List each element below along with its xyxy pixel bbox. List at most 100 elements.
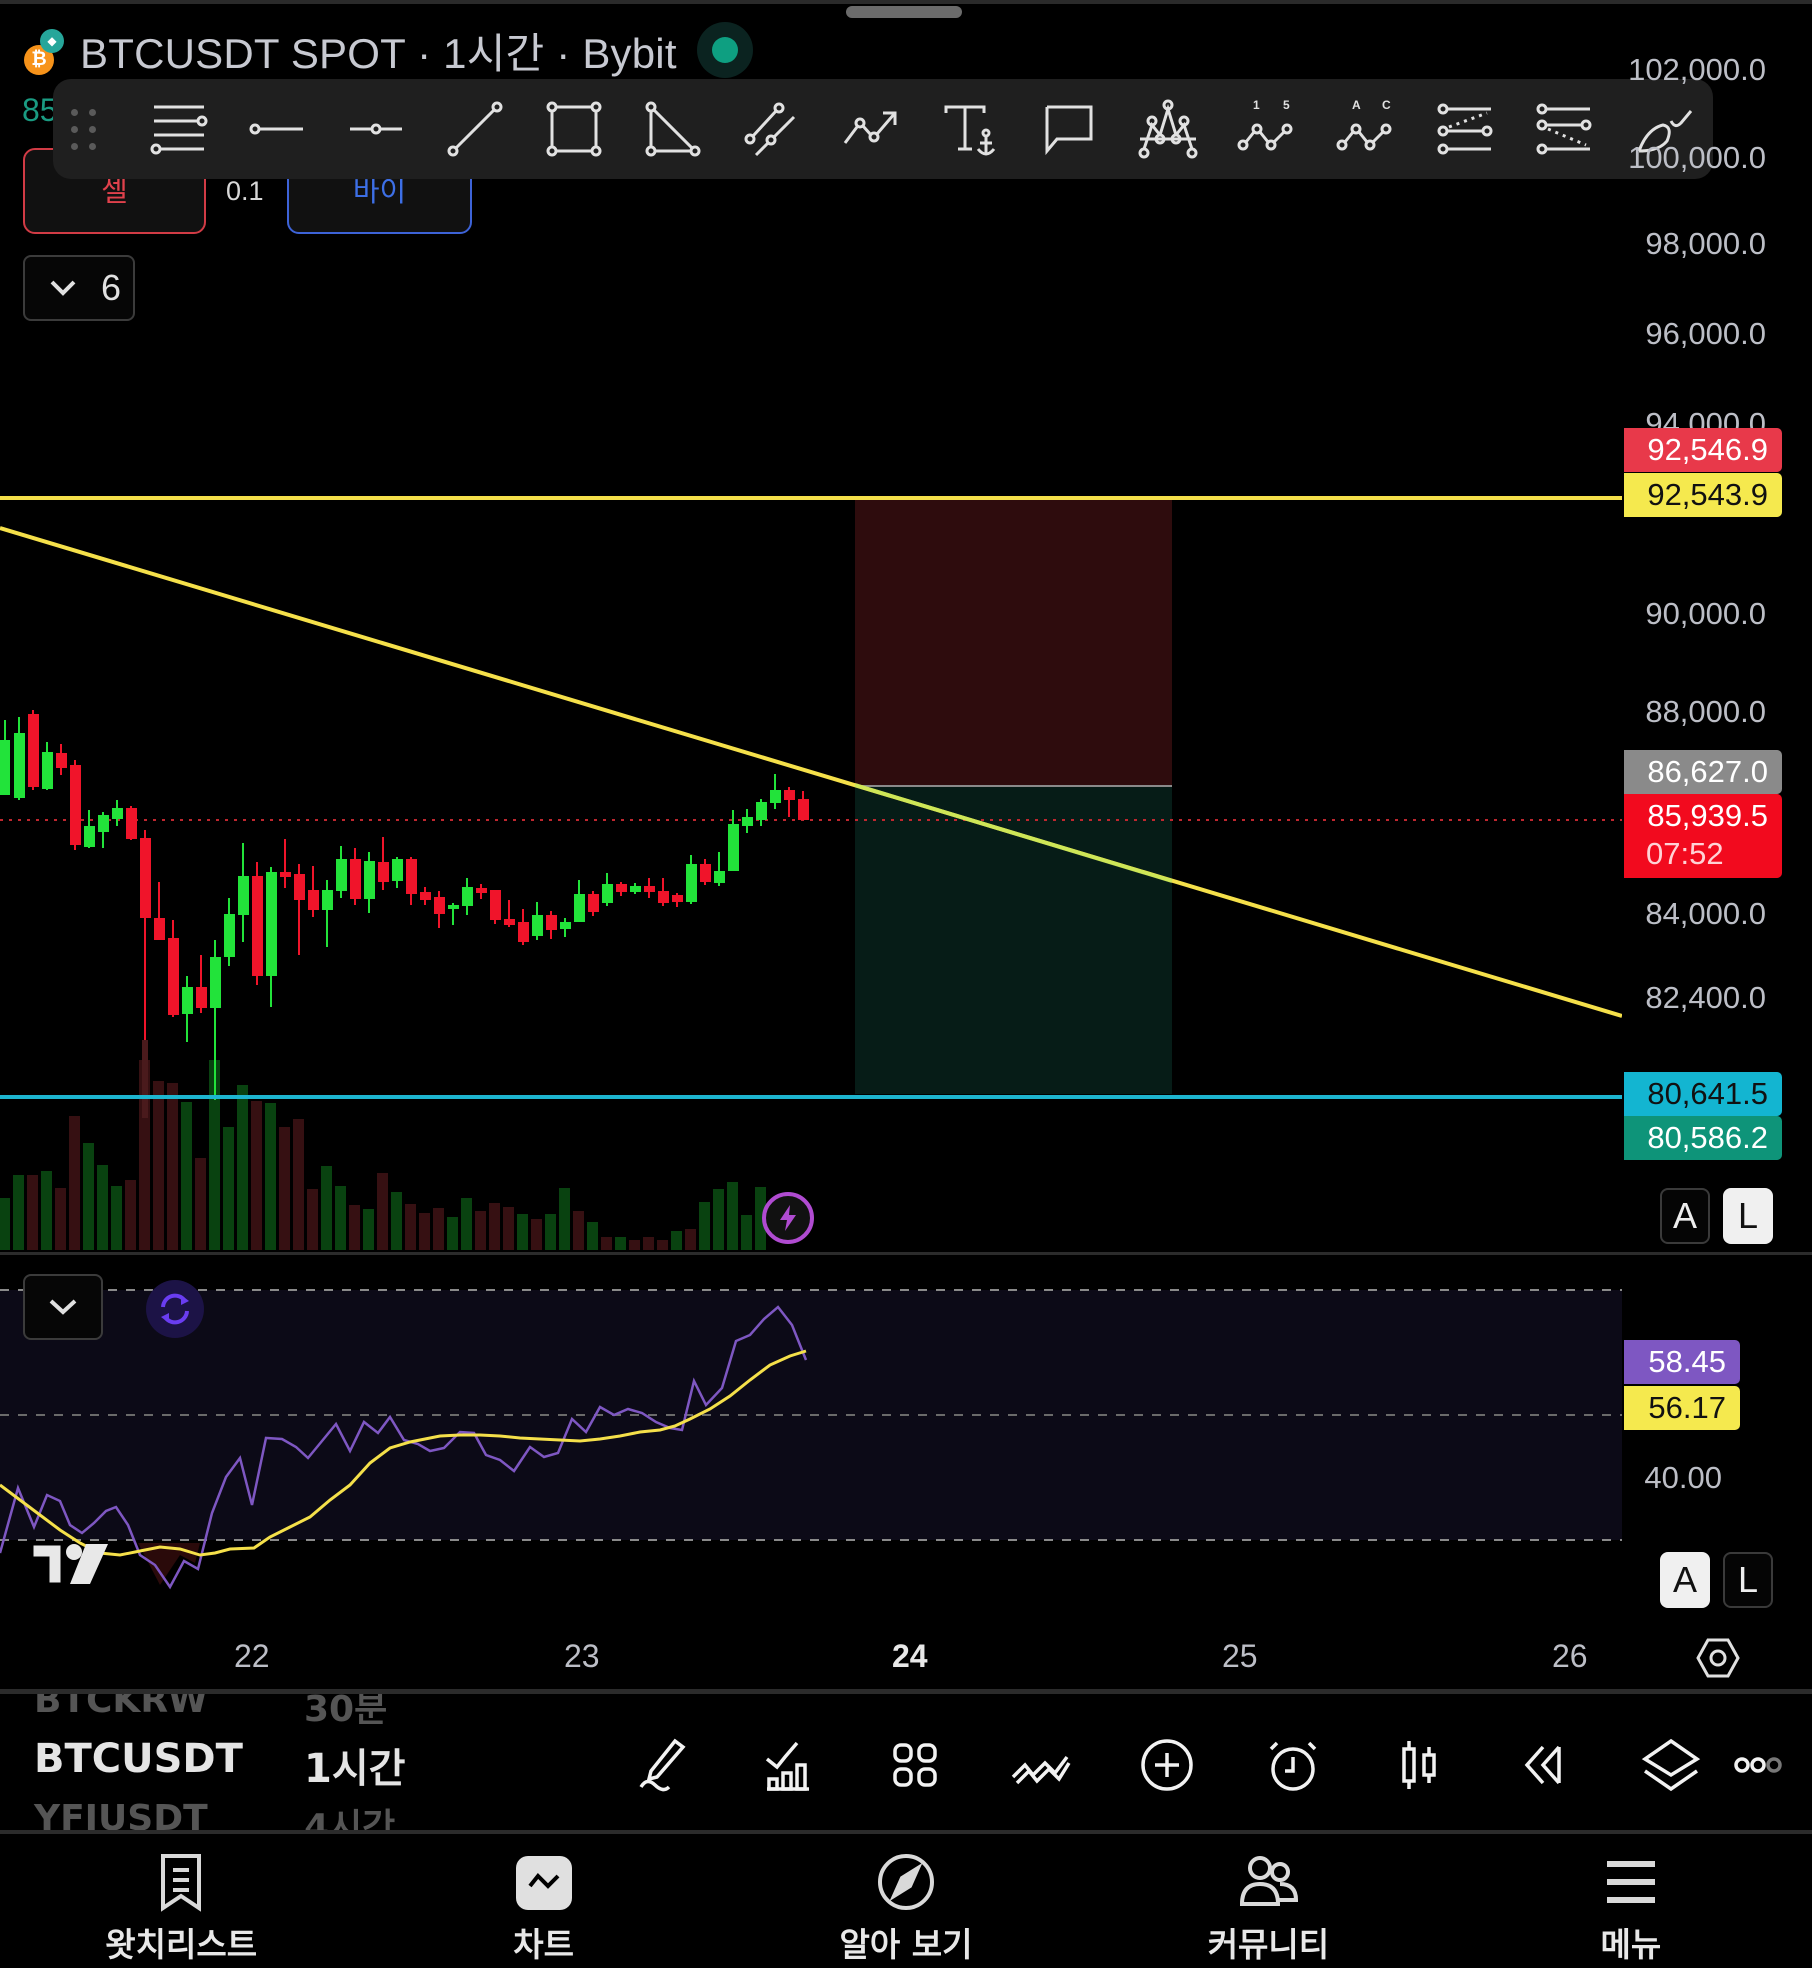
time-axis-label: 24	[892, 1638, 928, 1674]
compare-button[interactable]	[978, 1737, 1104, 1793]
draw-button[interactable]	[600, 1737, 726, 1793]
price-axis-label: 102,000.0	[1628, 52, 1766, 87]
price-auto-scale-button[interactable]: A	[1660, 1188, 1710, 1244]
add-button[interactable]	[1104, 1737, 1230, 1793]
support-price-tag[interactable]: 80,641.5	[1624, 1072, 1782, 1116]
refresh-button[interactable]	[146, 1280, 204, 1338]
horizontal-line-icon	[350, 123, 403, 135]
path-arrow-tool[interactable]	[822, 89, 921, 169]
nav-label: 왓치리스트	[105, 1925, 258, 1964]
rectangle-tool[interactable]	[525, 89, 624, 169]
parallel-channel-tool[interactable]	[723, 89, 822, 169]
position-target-zone[interactable]	[855, 500, 1172, 786]
price-axis-label: 88,000.0	[1645, 694, 1766, 729]
nav-menu[interactable]: 메뉴	[1450, 1834, 1812, 1968]
symbol-title[interactable]: BTCUSDT SPOT · 1시간 · Bybit	[80, 29, 677, 77]
chart-settings-icon[interactable]	[1696, 1636, 1740, 1680]
market-status-icon	[696, 22, 753, 78]
nav-label: 알아 보기	[839, 1925, 973, 1964]
refresh-icon	[161, 1293, 189, 1325]
rsi-chart[interactable]	[0, 1255, 1622, 1595]
target-price-tag[interactable]: 92,546.9	[1624, 428, 1782, 472]
layers-button[interactable]	[1608, 1737, 1734, 1793]
fib-retracement-tool[interactable]	[1416, 89, 1515, 169]
compass-icon	[878, 1854, 935, 1910]
trend-line-tool[interactable]	[426, 89, 525, 169]
wheel-row-next[interactable]: YFIUSDT 4시간	[34, 1798, 395, 1832]
wheel-interval: 4시간	[304, 1807, 396, 1832]
toolbar-drag-handle[interactable]	[71, 108, 101, 150]
price-chart[interactable]	[0, 0, 1622, 1550]
symbol-title-row[interactable]: ₿ ◆ BTCUSDT SPOT · 1시간 · Bybit	[22, 22, 753, 78]
grid-layout-icon	[893, 1743, 937, 1787]
price-log-scale-button[interactable]: L	[1723, 1188, 1773, 1244]
drag-handle[interactable]	[846, 6, 962, 18]
indicators-button[interactable]	[726, 1737, 852, 1793]
wheel-interval: 30분	[304, 1694, 388, 1730]
wheel-interval: 1시간	[304, 1746, 406, 1792]
alert-button[interactable]	[1230, 1737, 1356, 1793]
section-divider	[0, 1689, 1812, 1694]
head-shoulders-tool[interactable]	[1119, 89, 1218, 169]
fib-retracement-icon	[1437, 103, 1493, 155]
quantity-value[interactable]: 0.1	[226, 176, 264, 206]
anchored-text-tool[interactable]	[921, 89, 1020, 169]
horizontal-ray-icon	[249, 123, 304, 135]
nav-chart[interactable]: 차트	[362, 1834, 724, 1968]
indicators-legend-toggle[interactable]: 6	[23, 255, 135, 321]
rsi-auto-scale-button[interactable]: A	[1660, 1552, 1710, 1608]
rsi-ma-line	[0, 1349, 807, 1557]
wheel-row-current[interactable]: BTCUSDT 1시간	[34, 1736, 405, 1794]
chart-type-button[interactable]	[1356, 1737, 1482, 1793]
svg-text:A: A	[1352, 99, 1361, 112]
layouts-button[interactable]	[852, 1737, 978, 1793]
fib-extension-tool[interactable]	[1515, 89, 1614, 169]
trend-lines-tool[interactable]	[129, 89, 228, 169]
replay-button[interactable]	[1482, 1737, 1608, 1793]
rsi-ma-value-tag: 56.17	[1624, 1386, 1740, 1430]
rsi-log-scale-button[interactable]: L	[1723, 1552, 1773, 1608]
descending-trendline[interactable]	[0, 526, 1622, 1018]
symbol-interval-picker[interactable]: BTCKRW 30분 BTCUSDT 1시간 YFIUSDT 4시간	[0, 1694, 450, 1832]
position-stop-zone[interactable]	[855, 786, 1172, 1094]
anchored-text-icon	[944, 105, 996, 156]
quick-trade-button[interactable]	[762, 1192, 814, 1244]
wheel-symbol: BTCUSDT	[34, 1736, 243, 1782]
hamburger-menu-icon	[1606, 1861, 1655, 1903]
horizontal-ray-tool[interactable]	[228, 89, 327, 169]
wheel-symbol: YFIUSDT	[34, 1798, 208, 1832]
price-axis-label: 90,000.0	[1645, 596, 1766, 631]
trend-line-icon	[447, 101, 503, 157]
pane-divider[interactable]	[0, 1252, 1812, 1255]
resistance-price-tag[interactable]: 92,543.9	[1624, 473, 1782, 517]
candlesticks	[0, 710, 809, 1118]
rectangle-icon	[546, 101, 602, 157]
nav-explore[interactable]: 알아 보기	[725, 1834, 1087, 1968]
status-strip	[0, 0, 1812, 4]
price-axis-label: 84,000.0	[1645, 896, 1766, 931]
nav-label: 메뉴	[1600, 1925, 1662, 1964]
rsi-legend-toggle[interactable]	[23, 1274, 103, 1340]
entry-price-tag[interactable]: 86,627.0	[1624, 750, 1782, 794]
last-price-tag: 85,939.5 07:52	[1624, 794, 1782, 878]
stop-price-tag[interactable]: 80,586.2	[1624, 1116, 1782, 1160]
triangle-icon	[645, 101, 701, 157]
svg-text:C: C	[1382, 99, 1391, 112]
wheel-row-prev[interactable]: BTCKRW 30분	[34, 1694, 387, 1732]
callout-tool[interactable]	[1020, 89, 1119, 169]
lines-menu-icon	[150, 105, 208, 155]
nav-community[interactable]: 커뮤니티	[1087, 1834, 1449, 1968]
horizontal-line-tool[interactable]	[327, 89, 426, 169]
nav-watchlist[interactable]: 왓치리스트	[0, 1834, 362, 1968]
chart-icon	[515, 1856, 572, 1910]
brush-tool[interactable]	[1614, 89, 1713, 169]
watchlist-icon	[161, 1854, 202, 1912]
triangle-tool[interactable]	[624, 89, 723, 169]
more-button[interactable]	[1734, 1755, 1794, 1775]
indicators-icon	[765, 1741, 809, 1791]
